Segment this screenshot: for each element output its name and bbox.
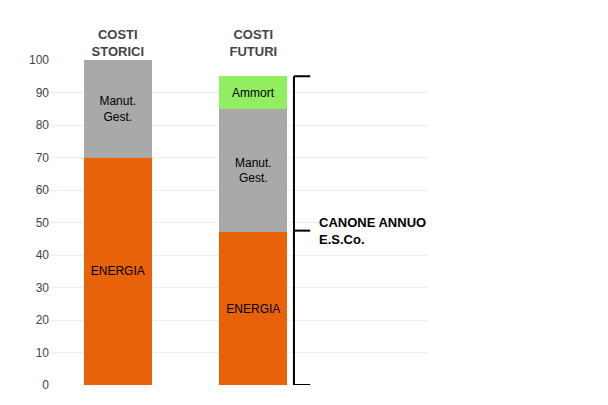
svg-text:0: 0 [42, 378, 49, 392]
svg-text:80: 80 [36, 118, 50, 132]
svg-text:60: 60 [36, 183, 50, 197]
svg-text:Manut.Gest.: Manut.Gest. [235, 156, 272, 186]
svg-text:50: 50 [36, 216, 50, 230]
svg-text:70: 70 [36, 151, 50, 165]
svg-text:ENERGIA: ENERGIA [91, 264, 145, 278]
svg-text:90: 90 [36, 86, 50, 100]
svg-text:100: 100 [29, 53, 49, 67]
svg-text:COSTIFUTURI: COSTIFUTURI [229, 28, 277, 60]
svg-text:Ammort: Ammort [232, 86, 275, 100]
svg-text:COSTISTORICI: COSTISTORICI [92, 28, 144, 60]
svg-text:30: 30 [36, 281, 50, 295]
svg-text:CANONE ANNUOE.S.Co.: CANONE ANNUOE.S.Co. [319, 215, 426, 247]
svg-text:40: 40 [36, 248, 50, 262]
svg-text:10: 10 [36, 346, 50, 360]
svg-text:20: 20 [36, 313, 50, 327]
svg-text:Manut.Gest.: Manut.Gest. [99, 94, 136, 124]
svg-text:ENERGIA: ENERGIA [226, 302, 280, 316]
